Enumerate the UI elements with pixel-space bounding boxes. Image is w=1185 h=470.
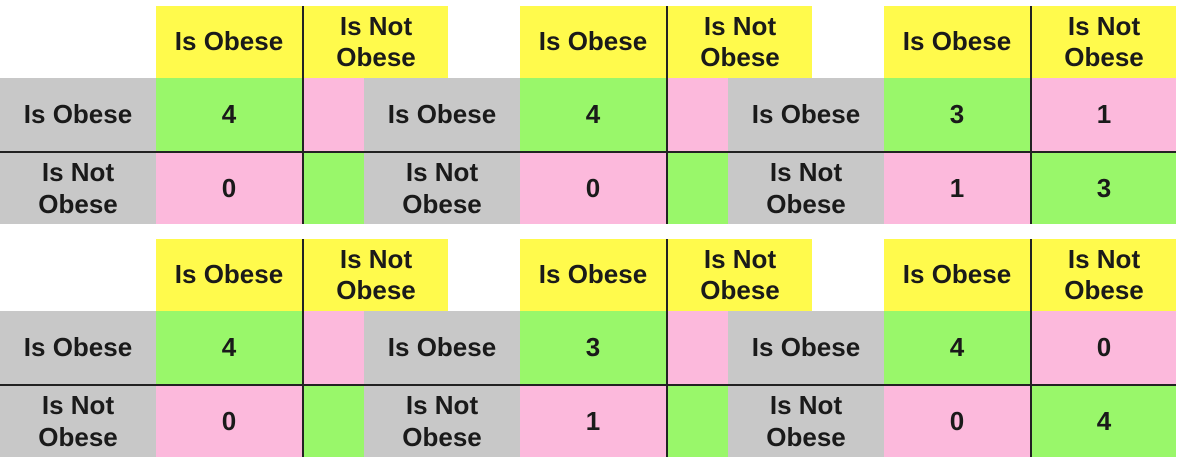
cell-not-obese-obese: 0 — [156, 384, 302, 457]
matrix-corner — [364, 239, 520, 311]
row-header-is-obese: Is Obese — [364, 78, 520, 151]
row-header-is-not-obese: Is Not Obese — [0, 384, 156, 457]
col-header-is-obese: Is Obese — [156, 239, 302, 311]
cell-obese-obese: 4 — [884, 311, 1030, 384]
cell-obese-obese: 4 — [520, 78, 666, 151]
row-header-is-obese: Is Obese — [728, 78, 884, 151]
row-header-is-obese: Is Obese — [0, 311, 156, 384]
col-header-is-not-obese: Is Not Obese — [666, 239, 812, 311]
col-header-is-obese: Is Obese — [520, 239, 666, 311]
confusion-matrix-3: Is Obese Is Not Obese Is Obese Is Not Ob… — [728, 6, 1176, 224]
col-header-is-not-obese: Is Not Obese — [302, 239, 448, 311]
col-header-is-obese: Is Obese — [884, 239, 1030, 311]
col-header-is-not-obese: Is Not Obese — [1030, 6, 1176, 78]
cell-obese-obese: 3 — [884, 78, 1030, 151]
row-header-is-not-obese: Is Not Obese — [364, 151, 520, 224]
matrix-corner — [728, 6, 884, 78]
cell-not-obese-obese: 0 — [156, 151, 302, 224]
cell-not-obese-obese: 1 — [884, 151, 1030, 224]
cell-not-obese-not-obese: 3 — [1030, 151, 1176, 224]
confusion-matrix-4: Is Obese Is Not Obese Is Obese Is Not Ob… — [0, 239, 448, 457]
row-header-is-not-obese: Is Not Obese — [728, 151, 884, 224]
col-header-is-not-obese: Is Not Obese — [302, 6, 448, 78]
cell-obese-obese: 3 — [520, 311, 666, 384]
col-header-is-obese: Is Obese — [884, 6, 1030, 78]
row-header-is-obese: Is Obese — [364, 311, 520, 384]
cell-not-obese-obese: 1 — [520, 384, 666, 457]
cell-obese-obese: 4 — [156, 311, 302, 384]
cell-not-obese-obese: 0 — [520, 151, 666, 224]
cell-obese-not-obese: 0 — [1030, 311, 1176, 384]
row-header-is-obese: Is Obese — [728, 311, 884, 384]
matrix-corner — [0, 239, 156, 311]
row-header-is-not-obese: Is Not Obese — [0, 151, 156, 224]
cell-not-obese-obese: 0 — [884, 384, 1030, 457]
row-header-is-obese: Is Obese — [0, 78, 156, 151]
row-header-is-not-obese: Is Not Obese — [728, 384, 884, 457]
matrix-corner — [364, 6, 520, 78]
row-header-is-not-obese: Is Not Obese — [364, 384, 520, 457]
col-header-is-obese: Is Obese — [156, 6, 302, 78]
col-header-is-not-obese: Is Not Obese — [666, 6, 812, 78]
cell-not-obese-not-obese: 4 — [1030, 384, 1176, 457]
matrix-corner — [728, 239, 884, 311]
cell-obese-not-obese: 1 — [1030, 78, 1176, 151]
confusion-matrix-6: Is Obese Is Not Obese Is Obese Is Not Ob… — [728, 239, 1176, 457]
col-header-is-obese: Is Obese — [520, 6, 666, 78]
cell-obese-obese: 4 — [156, 78, 302, 151]
matrix-corner — [0, 6, 156, 78]
col-header-is-not-obese: Is Not Obese — [1030, 239, 1176, 311]
